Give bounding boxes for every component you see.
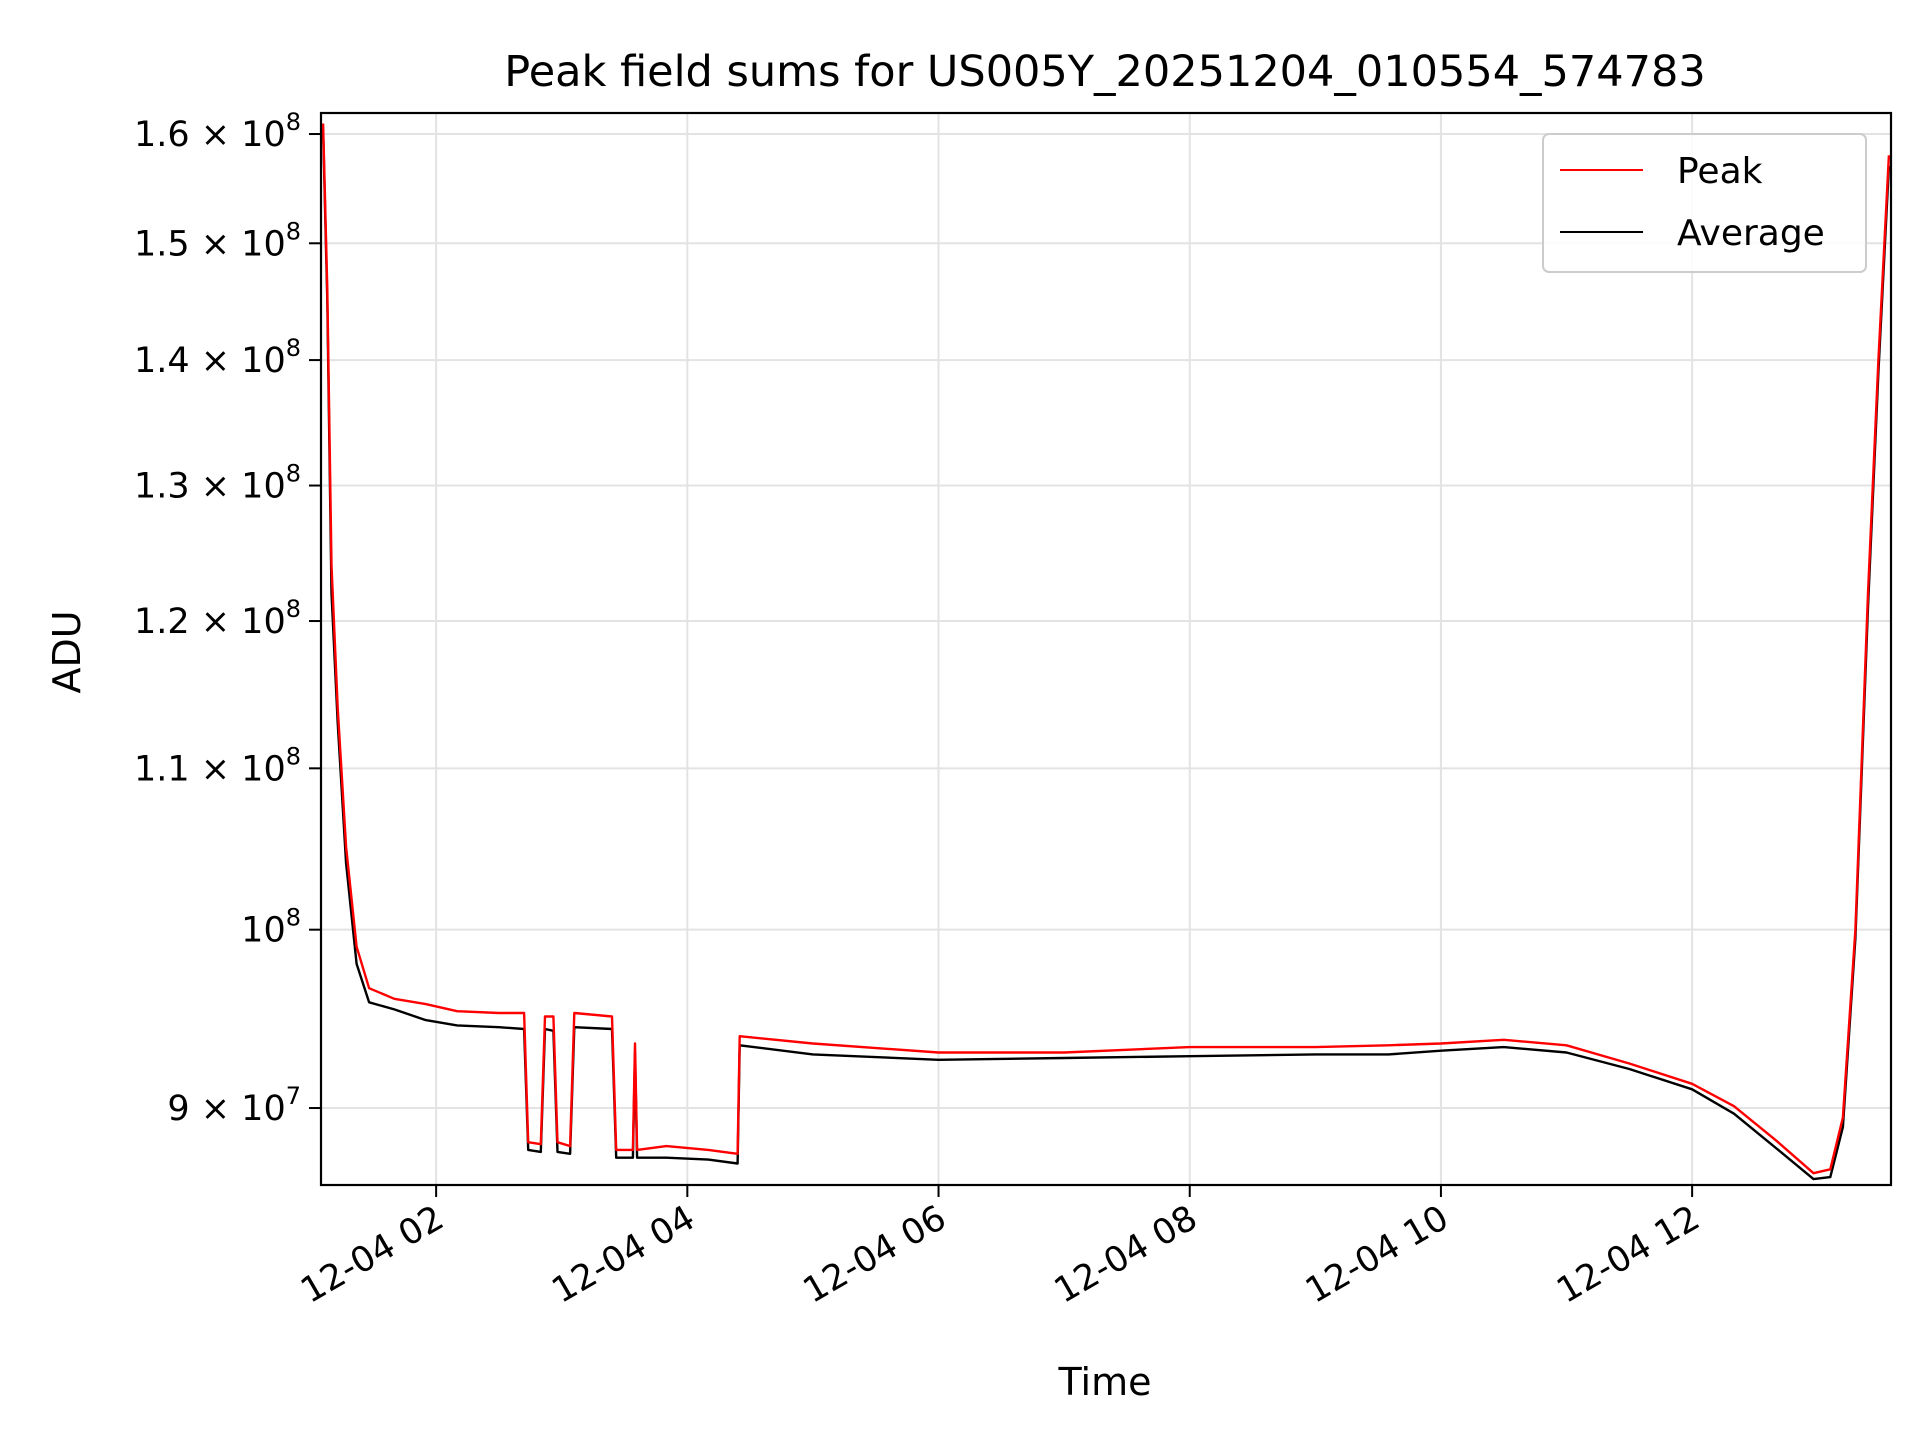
series-line-peak: [321, 123, 1891, 1175]
legend-box: [1542, 133, 1867, 273]
legend: Peak Average: [1542, 133, 1867, 273]
y-tick-label: 1.3 × 108: [134, 460, 301, 507]
grid: [321, 113, 1891, 1185]
y-tick-label: 1.6 × 108: [134, 108, 301, 155]
y-axis-label: ADU: [45, 610, 89, 693]
plot-series: [321, 123, 1891, 1181]
series-line-average: [321, 128, 1891, 1181]
y-tick-label: 9 × 107: [167, 1082, 301, 1129]
y-axis: 1.6 × 108 1.5 × 108 1.4 × 108 1.3 × 108 1.2 …: [134, 108, 321, 1129]
y-tick-label: 108: [241, 904, 301, 951]
y-tick-label: 1.2 × 108: [134, 595, 301, 642]
chart-title: Peak field sums for US005Y_20251204_0105…: [504, 47, 1705, 97]
x-axis-label: Time: [1058, 1360, 1152, 1404]
legend-label-average: Average: [1677, 213, 1825, 254]
y-tick-label: 1.5 × 108: [134, 217, 301, 264]
y-tick-label: 1.4 × 108: [134, 334, 301, 381]
legend-label-peak: Peak: [1677, 151, 1763, 192]
y-tick-label: 1.1 × 108: [134, 742, 301, 789]
plot-frame: [319, 111, 1893, 1187]
